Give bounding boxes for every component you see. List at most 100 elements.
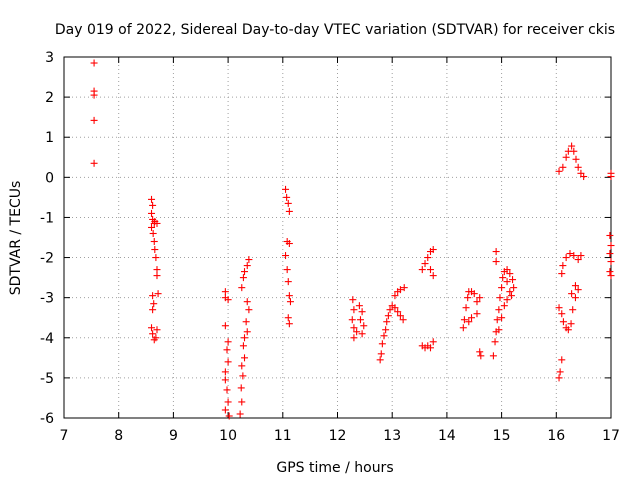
data-point <box>607 173 615 181</box>
data-point <box>507 292 515 300</box>
data-point <box>477 352 485 360</box>
x-tick-label: 7 <box>60 428 69 444</box>
data-point <box>567 320 575 328</box>
data-point <box>245 306 253 314</box>
data-point <box>396 312 404 320</box>
data-point <box>285 207 293 215</box>
x-axis-label: GPS time / hours <box>276 460 393 476</box>
y-tick-label: 1 <box>45 130 54 146</box>
data-point <box>503 266 511 274</box>
data-point <box>500 302 508 310</box>
data-point <box>464 294 472 302</box>
data-point <box>476 348 484 356</box>
data-point <box>239 274 247 282</box>
data-point <box>285 320 293 328</box>
data-point <box>90 59 98 67</box>
data-point <box>376 356 384 364</box>
data-point <box>459 324 467 332</box>
data-point <box>570 252 578 260</box>
data-point <box>491 338 499 346</box>
data-point <box>496 294 504 302</box>
data-point <box>153 266 161 274</box>
data-point <box>572 155 580 163</box>
data-point <box>574 163 582 171</box>
data-point <box>245 256 253 264</box>
data-point <box>148 223 156 231</box>
data-point <box>510 284 518 292</box>
x-tick-label: 13 <box>383 428 401 444</box>
data-point <box>606 231 614 239</box>
data-point <box>223 386 231 394</box>
x-tick-label: 14 <box>438 428 456 444</box>
data-point <box>380 332 388 340</box>
data-point <box>284 314 292 322</box>
data-point <box>350 306 358 314</box>
data-point <box>569 306 577 314</box>
data-point <box>468 314 476 322</box>
data-point <box>607 272 615 280</box>
data-point <box>606 250 614 258</box>
data-point <box>238 362 246 370</box>
data-point <box>498 284 506 292</box>
data-point <box>426 266 434 274</box>
data-point <box>224 398 232 406</box>
data-point <box>90 159 98 167</box>
data-point <box>221 288 229 296</box>
chart-title: Day 019 of 2022, Sidereal Day-to-day VTE… <box>55 22 615 38</box>
data-point <box>149 292 157 300</box>
data-point <box>570 147 578 155</box>
y-tick-label: -3 <box>40 291 54 307</box>
data-point <box>349 296 357 304</box>
data-point <box>470 290 478 298</box>
data-point <box>90 116 98 124</box>
data-point <box>152 334 160 342</box>
data-point <box>473 310 481 318</box>
data-point <box>243 328 251 336</box>
y-tick-label: -4 <box>40 331 54 347</box>
data-point <box>358 308 366 316</box>
data-point <box>424 254 432 262</box>
data-point <box>574 256 582 264</box>
data-point <box>386 306 394 314</box>
data-point <box>418 266 426 274</box>
data-point <box>562 153 570 161</box>
data-point <box>503 296 511 304</box>
data-point <box>153 326 161 334</box>
data-point <box>465 318 473 326</box>
data-point <box>580 173 588 181</box>
data-point <box>607 258 615 266</box>
data-point <box>383 318 391 326</box>
data-point <box>242 318 250 326</box>
data-point <box>360 322 368 330</box>
data-point <box>149 201 157 209</box>
data-point <box>506 288 514 296</box>
data-point <box>236 410 244 418</box>
x-tick-label: 16 <box>547 428 565 444</box>
data-point <box>284 278 292 286</box>
data-point <box>391 292 399 300</box>
data-point <box>577 252 585 260</box>
data-point <box>221 406 229 414</box>
y-tick-label: 2 <box>45 90 54 106</box>
x-tick-label: 11 <box>274 428 292 444</box>
data-point <box>555 167 563 175</box>
data-point <box>241 334 249 342</box>
data-point <box>238 398 246 406</box>
data-point <box>224 358 232 366</box>
data-point <box>382 326 390 334</box>
data-point <box>558 270 566 278</box>
data-point <box>151 246 159 254</box>
data-point <box>152 254 160 262</box>
data-point <box>348 316 356 324</box>
x-tick-label: 15 <box>493 428 511 444</box>
data-point <box>149 306 157 314</box>
data-point <box>556 368 564 376</box>
data-point <box>559 262 567 270</box>
data-point <box>460 316 468 324</box>
data-point <box>150 300 158 308</box>
data-point <box>566 250 574 258</box>
data-point <box>568 290 576 298</box>
data-point <box>574 286 582 294</box>
data-marks <box>90 59 615 420</box>
